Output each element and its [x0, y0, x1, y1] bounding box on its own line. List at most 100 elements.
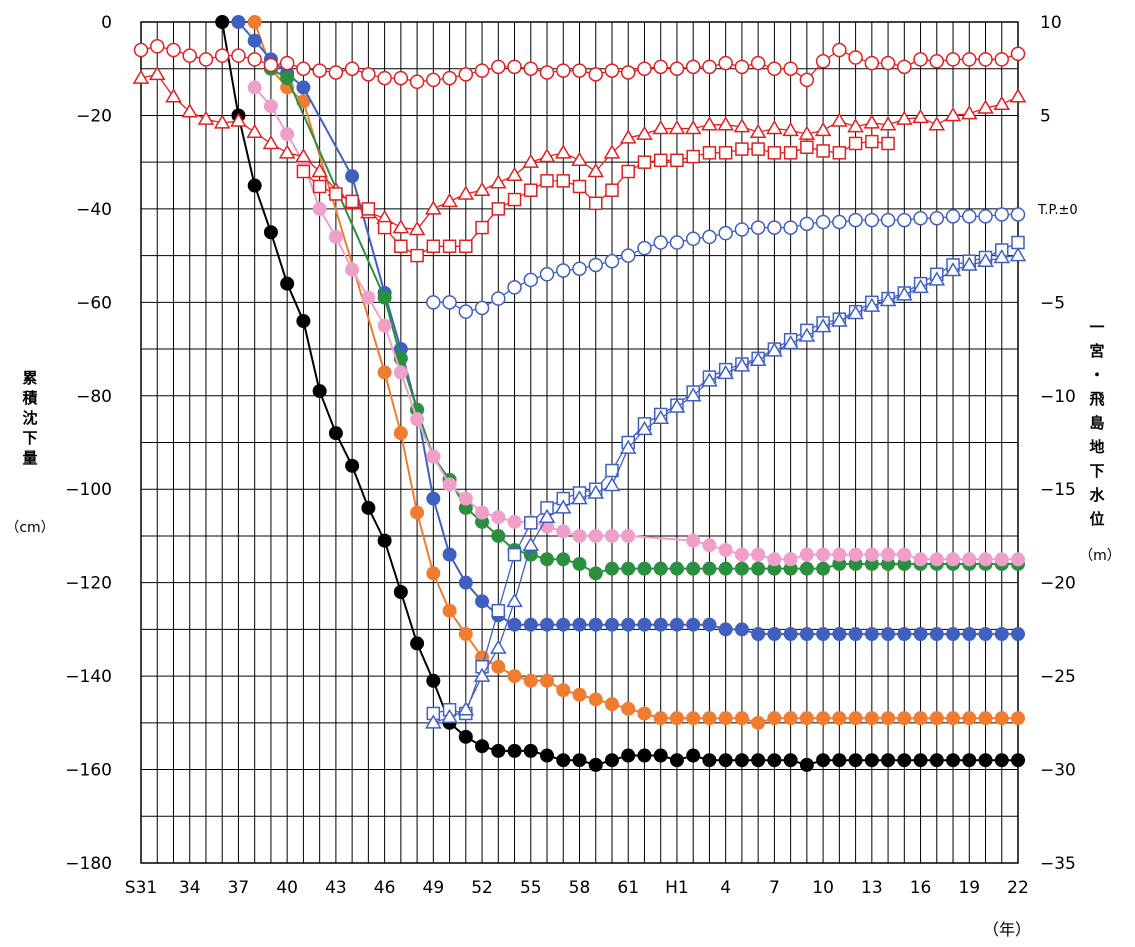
data-point	[978, 209, 993, 224]
x-tick-label: 37	[228, 878, 250, 898]
data-point	[767, 753, 782, 768]
data-point	[540, 673, 555, 688]
data-point	[523, 61, 539, 76]
data-point	[426, 239, 441, 254]
data-point	[816, 547, 831, 562]
data-point	[881, 136, 895, 151]
data-point	[702, 753, 717, 768]
data-point	[799, 216, 815, 232]
data-point	[652, 120, 670, 135]
series-1	[247, 15, 1025, 730]
data-point	[1011, 753, 1025, 768]
data-point	[751, 547, 766, 562]
y-right-tick-label: −35	[1040, 854, 1076, 874]
data-point	[733, 118, 751, 133]
data-point	[588, 757, 603, 772]
data-point	[231, 15, 246, 29]
data-point	[879, 116, 897, 131]
y-left-tick-label: −40	[76, 200, 112, 220]
data-point	[603, 144, 621, 159]
data-point	[684, 120, 702, 135]
data-point	[377, 70, 392, 86]
data-point	[457, 185, 475, 200]
data-point	[572, 556, 587, 571]
data-point	[863, 114, 881, 129]
data-point	[148, 65, 166, 81]
data-point	[994, 711, 1009, 726]
data-point	[913, 552, 928, 567]
y-left-axis-title: 下	[22, 429, 37, 447]
data-point	[962, 711, 977, 726]
data-point	[572, 261, 587, 276]
data-point	[377, 290, 392, 305]
data-point	[507, 743, 522, 758]
data-point	[621, 748, 636, 763]
data-point	[231, 48, 246, 63]
data-point	[717, 116, 734, 131]
data-point	[344, 61, 360, 76]
y-right-axis-title: 下	[1089, 462, 1104, 480]
data-point	[668, 398, 686, 413]
data-point	[798, 125, 816, 140]
data-point	[523, 673, 538, 688]
data-point	[604, 697, 619, 712]
data-point	[556, 174, 571, 188]
data-point	[458, 304, 474, 319]
data-point	[181, 103, 199, 118]
data-point	[393, 585, 408, 600]
data-point	[702, 617, 717, 632]
data-point	[442, 295, 457, 310]
y-left-axis-title: 累	[22, 369, 37, 387]
data-point	[345, 458, 360, 473]
data-point	[491, 202, 506, 216]
data-point	[426, 72, 441, 88]
data-point	[491, 291, 506, 306]
data-point	[507, 514, 522, 529]
y-left-axis-title: 沈	[22, 409, 37, 427]
data-point	[474, 63, 490, 78]
data-point	[962, 209, 977, 224]
data-point	[669, 711, 684, 726]
y-right-axis-title: 水	[1089, 486, 1105, 504]
data-point	[702, 59, 717, 75]
data-point	[538, 508, 556, 524]
series-layer	[132, 15, 1027, 772]
data-point	[215, 15, 230, 29]
data-point	[312, 384, 327, 399]
series-5	[133, 39, 1026, 90]
x-tick-label: 16	[910, 878, 932, 898]
data-point	[881, 627, 896, 642]
data-point	[425, 200, 442, 215]
data-point	[702, 146, 717, 160]
data-point	[442, 239, 457, 254]
data-point	[653, 561, 668, 576]
data-point	[799, 561, 814, 576]
data-point	[847, 305, 864, 320]
data-point	[556, 524, 571, 539]
data-point	[197, 110, 215, 125]
data-point	[751, 627, 766, 642]
data-point	[653, 711, 668, 726]
data-point	[1010, 207, 1026, 222]
data-point	[442, 547, 457, 562]
data-point	[670, 153, 684, 168]
data-point	[767, 61, 782, 76]
data-point	[912, 108, 929, 124]
data-point	[1011, 552, 1025, 567]
data-point	[426, 449, 441, 464]
data-point	[816, 144, 830, 158]
plot-frame	[140, 21, 1019, 864]
data-point	[653, 59, 668, 75]
data-point	[507, 617, 522, 632]
data-point	[556, 753, 571, 768]
y-right-tick-label: 10	[1040, 13, 1062, 33]
data-point	[425, 714, 442, 729]
data-point	[393, 365, 408, 380]
y-right-tick-label: −15	[1040, 480, 1076, 500]
x-tick-label: 40	[276, 878, 298, 898]
data-point	[783, 711, 798, 726]
data-point	[637, 748, 652, 763]
data-point	[637, 240, 652, 256]
data-point	[556, 63, 571, 78]
data-point	[668, 120, 686, 135]
